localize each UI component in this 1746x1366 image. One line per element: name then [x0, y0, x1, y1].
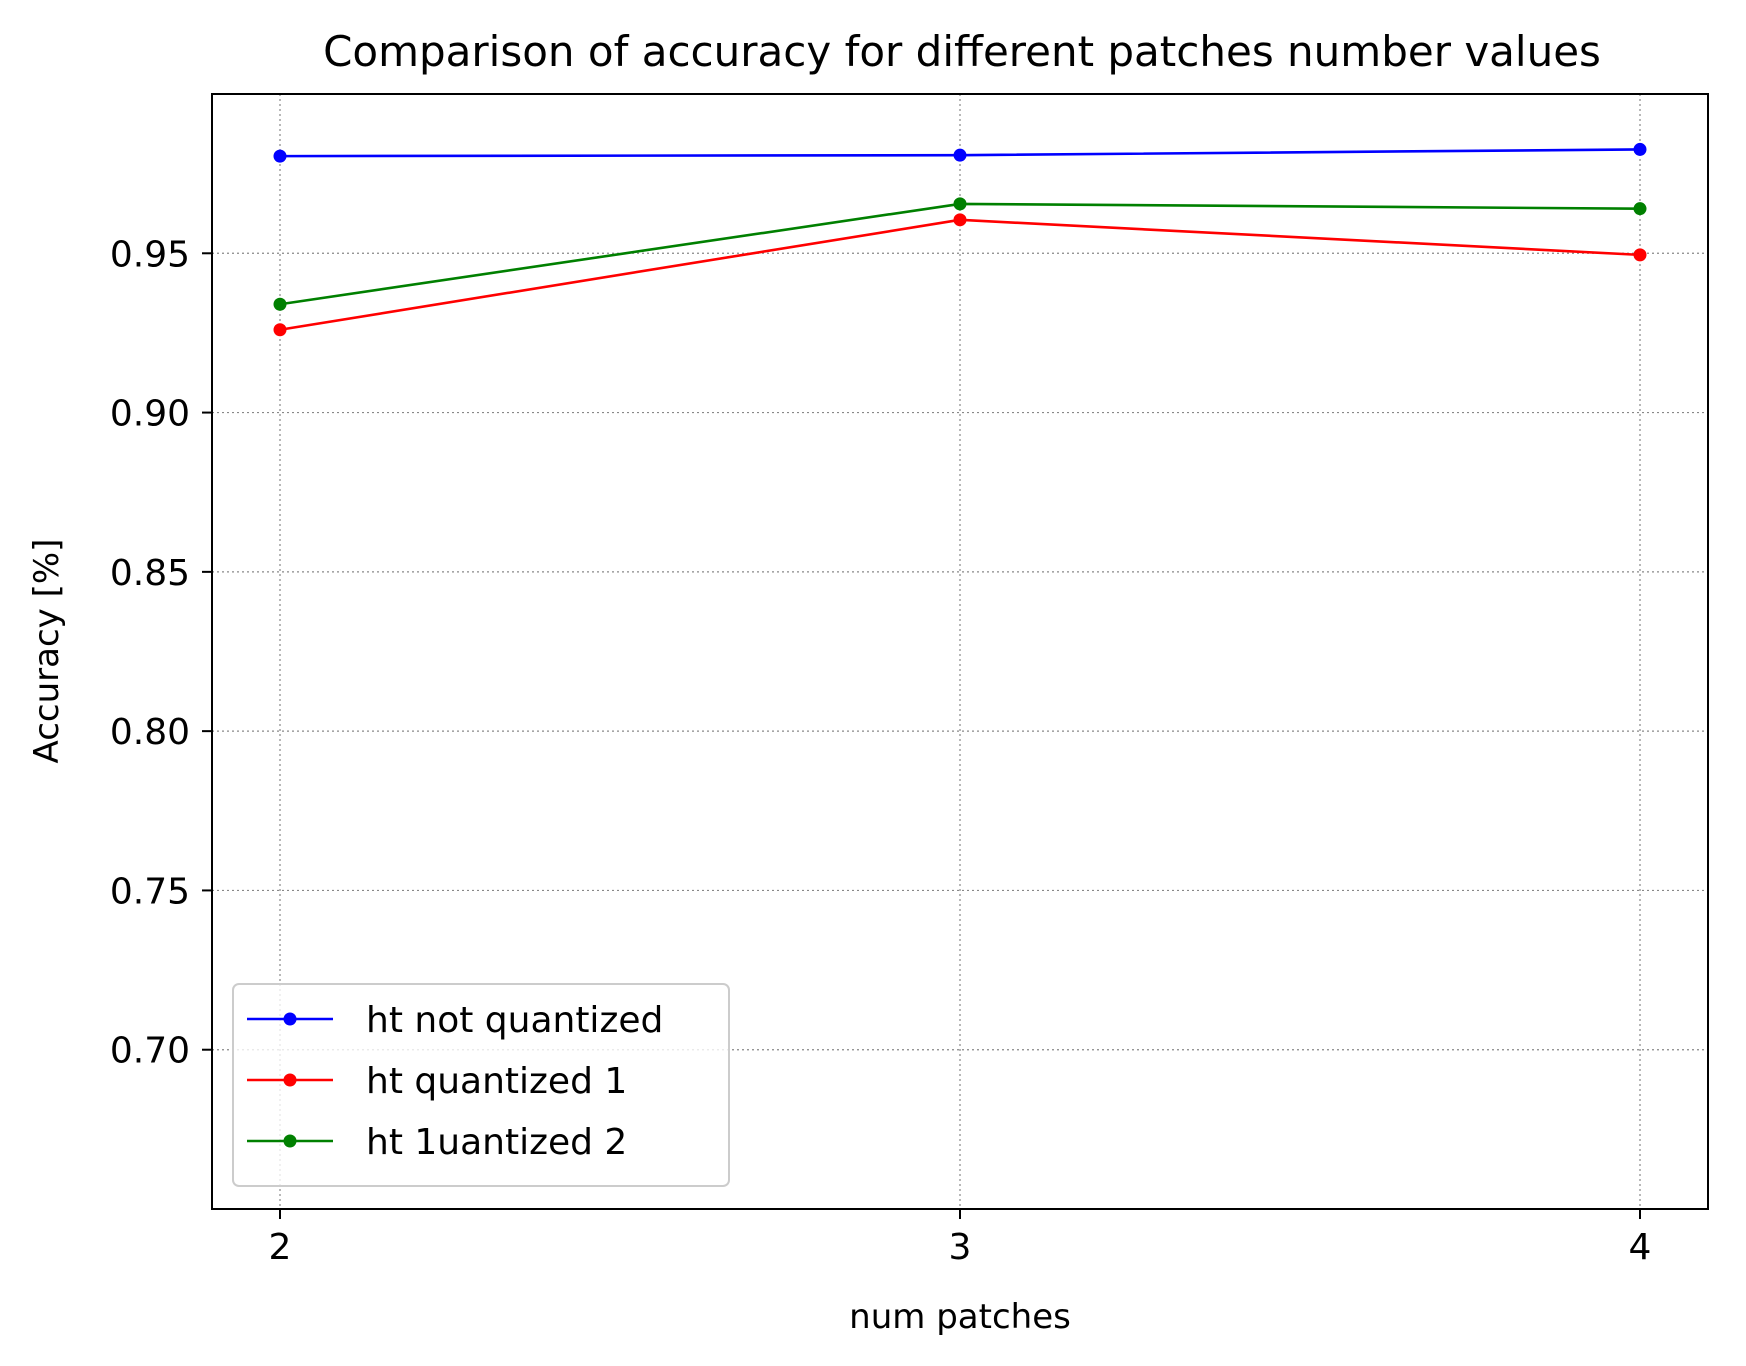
y-tick-label: 0.75 — [110, 871, 190, 912]
legend-marker — [283, 1012, 297, 1026]
y-tick-label: 0.85 — [110, 553, 190, 594]
data-point — [273, 323, 287, 337]
y-tick-label: 0.95 — [110, 234, 190, 275]
legend-entry: ht not quantized — [247, 1000, 663, 1041]
legend-label: ht not quantized — [366, 1000, 663, 1041]
x-tick-label: 3 — [949, 1227, 972, 1268]
data-point — [1633, 248, 1647, 262]
legend-entry: ht quantized 1 — [247, 1061, 627, 1102]
y-tick-label: 0.80 — [110, 712, 190, 753]
y-axis-label: Accuracy [%] — [27, 539, 67, 764]
series-lines — [273, 142, 1647, 337]
y-tick-label: 0.90 — [110, 394, 190, 435]
data-point — [953, 213, 967, 227]
data-point — [953, 148, 967, 162]
legend-entry: ht 1uantized 2 — [247, 1122, 627, 1163]
data-point — [273, 297, 287, 311]
chart-title: Comparison of accuracy for different pat… — [323, 27, 1601, 76]
legend-marker — [283, 1134, 297, 1148]
legend-items: ht not quantized ht quantized 1 ht 1uantiz… — [247, 1000, 663, 1163]
legend: ht not quantized ht quantized 1 ht 1uantiz… — [232, 983, 730, 1187]
x-tick-label: 2 — [269, 1227, 292, 1268]
x-tick-label: 4 — [1629, 1227, 1652, 1268]
data-point — [953, 197, 967, 211]
data-point — [273, 149, 287, 163]
legend-label: ht 1uantized 2 — [366, 1122, 627, 1163]
y-tick-label: 0.70 — [110, 1031, 190, 1072]
series-3 — [273, 197, 1647, 311]
legend-box — [232, 983, 730, 1187]
legend-label: ht quantized 1 — [366, 1061, 627, 1102]
series-1 — [273, 142, 1647, 163]
series-2 — [273, 213, 1647, 337]
data-point — [1633, 142, 1647, 156]
grid-lines — [212, 94, 1708, 1209]
legend-marker — [283, 1073, 297, 1087]
x-axis-ticks: 2 3 4 — [269, 1209, 1652, 1268]
x-axis-label: num patches — [849, 1297, 1071, 1337]
y-axis-ticks: 0.70 0.75 0.80 0.85 0.90 0.95 — [110, 234, 212, 1072]
data-point — [1633, 202, 1647, 216]
